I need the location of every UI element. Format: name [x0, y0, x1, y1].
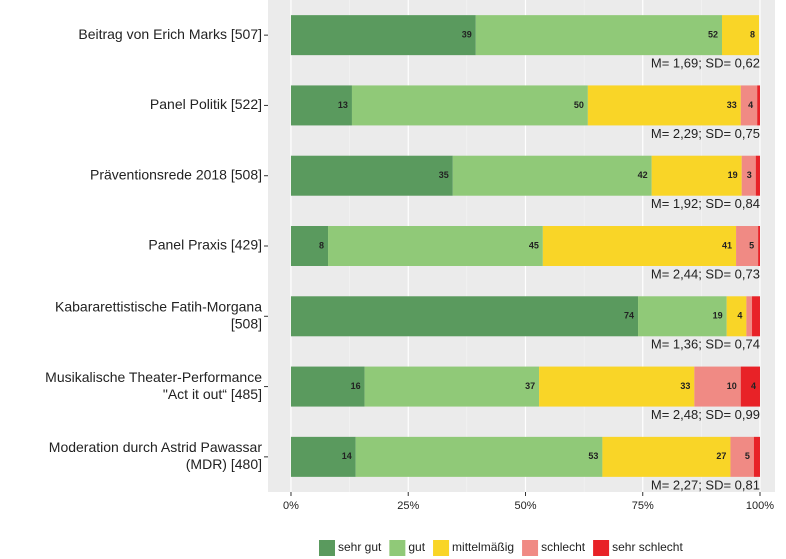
data-label: 74 [624, 311, 634, 321]
data-label: 41 [722, 240, 732, 250]
data-label: 4 [737, 311, 742, 321]
bar-segment [290, 85, 352, 126]
legend-label: schlecht [541, 540, 586, 554]
data-label: 39 [462, 30, 472, 40]
annotation: M= 1,36; SD= 0,74 [651, 337, 760, 352]
annotation: M= 2,27; SD= 0,81 [651, 477, 760, 492]
bar-segment [740, 85, 758, 126]
bar-segment [740, 366, 760, 407]
data-label: 35 [439, 170, 449, 180]
x-tick-label: 100% [746, 500, 774, 512]
legend-swatch [522, 540, 539, 556]
legend-swatch [593, 540, 610, 556]
y-tick-label: Musikalische Theater-Performance [45, 369, 262, 385]
data-label: 33 [727, 100, 737, 110]
annotation: M= 1,69; SD= 0,62 [651, 56, 760, 71]
bar-segment [741, 155, 756, 196]
data-label: 53 [588, 451, 598, 461]
data-label: 4 [751, 381, 756, 391]
data-label: 10 [727, 381, 737, 391]
bar-segment [542, 226, 737, 266]
y-tick-label: Kabararettistische Fatih-Morgana [55, 298, 262, 314]
annotation: M= 2,29; SD= 0,75 [651, 126, 760, 141]
bar-segment [290, 436, 356, 477]
legend-swatch [319, 540, 335, 556]
bar-segment [475, 15, 723, 56]
y-tick-label: Präventionsrede 2018 [508] [90, 166, 262, 182]
bar-segment [602, 436, 731, 477]
annotation: M= 2,48; SD= 0,99 [651, 407, 760, 422]
data-label: 52 [708, 30, 718, 40]
bar-segment [351, 85, 588, 126]
data-label: 8 [750, 30, 755, 40]
bar-segment [638, 296, 727, 337]
data-label: 27 [716, 451, 726, 461]
data-label: 13 [338, 100, 348, 110]
data-label: 3 [747, 170, 752, 180]
data-label: 19 [713, 311, 723, 321]
data-label: 5 [749, 240, 754, 250]
bar-segment [355, 436, 603, 477]
data-label: 45 [529, 240, 539, 250]
data-label: 8 [319, 240, 324, 250]
data-label: 5 [745, 451, 750, 461]
x-tick-label: 75% [632, 500, 654, 512]
data-label: 42 [638, 170, 648, 180]
bar-segment [587, 85, 741, 126]
bar-segment [722, 15, 760, 56]
data-label: 16 [351, 381, 361, 391]
bar-segment [694, 366, 741, 407]
bar-segment [290, 226, 329, 266]
bar-segment [290, 366, 365, 407]
bar-segment [758, 226, 760, 266]
bar-segment [726, 296, 747, 337]
bar-segment [753, 436, 760, 477]
y-tick-label: Panel Politik [522] [150, 96, 262, 112]
y-tick-label: [508] [231, 315, 262, 331]
y-tick-label: (MDR) [480] [186, 456, 262, 472]
bar-segment [736, 226, 759, 266]
bar-segment [452, 155, 652, 196]
bar-segment [746, 296, 753, 337]
data-label: 4 [748, 100, 753, 110]
legend-label: sehr schlecht [612, 540, 683, 554]
legend-label: sehr gut [338, 540, 382, 554]
data-label: 50 [574, 100, 584, 110]
data-label: 14 [342, 451, 352, 461]
y-tick-label: Beitrag von Erich Marks [507] [78, 26, 262, 42]
bar-segment [290, 296, 639, 337]
data-label: 19 [728, 170, 738, 180]
bar-segment [290, 15, 476, 56]
legend-swatch [389, 540, 406, 556]
bar-segment [752, 296, 760, 337]
legend-swatch [433, 540, 450, 556]
bar-segment [730, 436, 754, 477]
data-label: 33 [680, 381, 690, 391]
annotation: M= 1,92; SD= 0,84 [651, 196, 760, 211]
bar-segment [757, 85, 760, 126]
y-tick-label: Panel Praxis [429] [148, 237, 262, 253]
bar-segment [755, 155, 760, 196]
y-tick-label: "Act it out“ [485] [163, 386, 262, 402]
x-tick-label: 50% [514, 500, 536, 512]
bar-segment [651, 155, 742, 196]
y-tick-label: Moderation durch Astrid Pawassar [49, 439, 263, 455]
legend-label: mittelmäßig [452, 540, 514, 554]
bar-segment [364, 366, 540, 407]
annotation: M= 2,44; SD= 0,73 [651, 266, 760, 281]
data-label: 37 [525, 381, 535, 391]
bar-segment [290, 155, 453, 196]
bar-segment [328, 226, 543, 266]
x-tick-label: 25% [397, 500, 419, 512]
x-tick-label: 0% [283, 500, 299, 512]
bar-segment [539, 366, 695, 407]
legend-label: gut [408, 540, 425, 554]
